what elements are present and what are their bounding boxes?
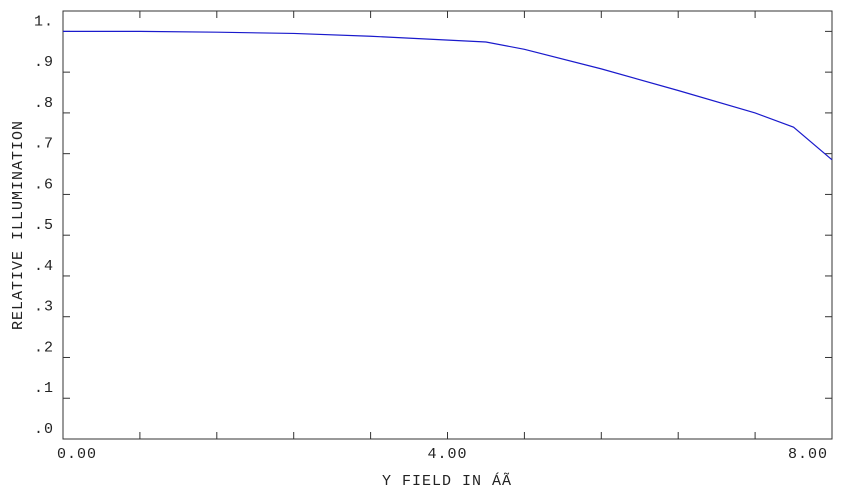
y-tick-label: .9 (34, 54, 54, 71)
y-tick-label: .3 (34, 299, 54, 316)
y-tick-label: .2 (34, 339, 54, 356)
y-tick-label: .0 (34, 421, 54, 438)
plot-frame (62, 10, 833, 440)
y-tick-label: .6 (34, 176, 54, 193)
y-tick-label: .5 (34, 217, 54, 234)
x-tick-label: 4.00 (427, 446, 467, 463)
x-tick-label: 0.00 (57, 446, 97, 463)
y-tick-label: .7 (34, 136, 54, 153)
x-tick-label: 8.00 (788, 446, 828, 463)
y-tick-label: .4 (34, 258, 54, 275)
data-line (63, 30, 833, 161)
y-axis-label: RELATIVE ILLUMINATION (10, 120, 27, 330)
y-tick-label: .1 (34, 380, 54, 397)
x-axis-label: Y FIELD IN ÁÃ (382, 472, 512, 490)
y-tick-label: .8 (34, 95, 54, 112)
y-tick-label: 1. (34, 13, 54, 30)
